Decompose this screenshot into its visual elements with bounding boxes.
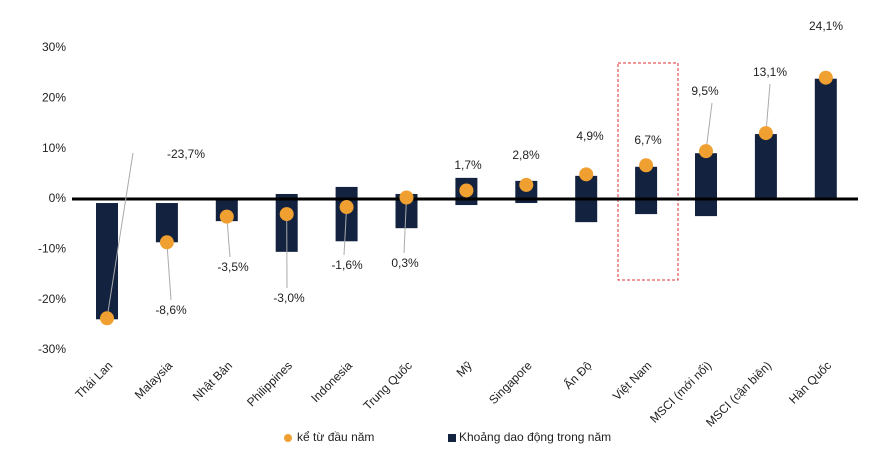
ytd-dot	[519, 177, 534, 192]
legend-label: kể từ đầu năm	[297, 430, 374, 444]
x-tick-label: Ấn Độ	[560, 358, 594, 392]
ytd-dot	[699, 144, 713, 159]
ytd-dot	[818, 70, 833, 85]
legend-dot	[284, 434, 292, 442]
y-tick-label: 20%	[42, 91, 66, 105]
x-tick-label: Indonesia	[308, 358, 355, 405]
leader-line	[403, 197, 407, 254]
x-tick-label: Việt Nam	[610, 358, 655, 403]
highlight-box	[617, 62, 679, 281]
legend-label: Khoảng dao động trong năm	[459, 430, 611, 444]
y-tick-label: -30%	[38, 342, 66, 356]
x-tick-label: Singapore	[486, 358, 535, 407]
ytd-dot	[100, 311, 114, 326]
ytd-dot	[219, 209, 234, 224]
x-tick-label: Malaysia	[132, 358, 176, 402]
ytd-dot	[159, 235, 174, 250]
y-tick-label: -20%	[38, 292, 66, 306]
range-bar	[695, 153, 717, 217]
x-tick-label: Nhật Bản	[190, 358, 235, 403]
ytd-dot	[399, 190, 414, 205]
x-tick-label: Trung Quốc	[360, 358, 414, 412]
x-tick-label: MSCI (mới nổi)	[647, 358, 714, 425]
range-bar	[395, 193, 418, 229]
x-tick-label: MSCI (cận biên)	[703, 358, 774, 429]
ytd-dot	[459, 183, 474, 198]
legend-swatch	[448, 434, 456, 442]
leader-line	[765, 83, 771, 134]
value-label: -1,6%	[331, 258, 363, 272]
value-label: 4,9%	[576, 129, 604, 143]
range-bar	[814, 78, 837, 199]
ytd-dot	[579, 167, 594, 182]
ytd-dot	[279, 207, 294, 222]
range-bar	[635, 166, 658, 215]
value-label: -3,0%	[273, 291, 305, 305]
value-label: -3,5%	[217, 260, 249, 274]
value-label: -8,6%	[155, 303, 187, 317]
value-label: 6,7%	[634, 133, 662, 147]
y-tick-label: 0%	[49, 191, 67, 205]
leader-line	[705, 102, 713, 152]
range-bar	[96, 203, 118, 320]
value-label: 2,8%	[512, 148, 540, 162]
y-tick-label: -10%	[38, 242, 66, 256]
value-label: 0,3%	[391, 256, 419, 270]
value-label: 9,5%	[691, 84, 719, 98]
value-label: 13,1%	[753, 65, 787, 79]
y-tick-label: 10%	[42, 141, 66, 155]
ytd-dot	[758, 126, 773, 141]
range-bar	[155, 203, 178, 243]
ytd-dot	[339, 200, 354, 215]
value-label: 1,7%	[454, 158, 482, 172]
range-bar	[754, 134, 777, 199]
x-tick-label: Hàn Quốc	[786, 358, 834, 406]
x-tick-label: Philippines	[244, 358, 295, 409]
y-tick-label: 30%	[42, 40, 66, 54]
leader-line	[343, 207, 348, 256]
value-label: -23,7%	[167, 147, 205, 161]
ytd-dot	[639, 158, 654, 173]
leader-line	[106, 152, 134, 319]
value-label: 24,1%	[809, 19, 843, 33]
x-tick-label: Mỹ	[454, 358, 475, 379]
leader-line	[166, 242, 172, 301]
x-tick-label: Thái Lan	[72, 358, 115, 401]
